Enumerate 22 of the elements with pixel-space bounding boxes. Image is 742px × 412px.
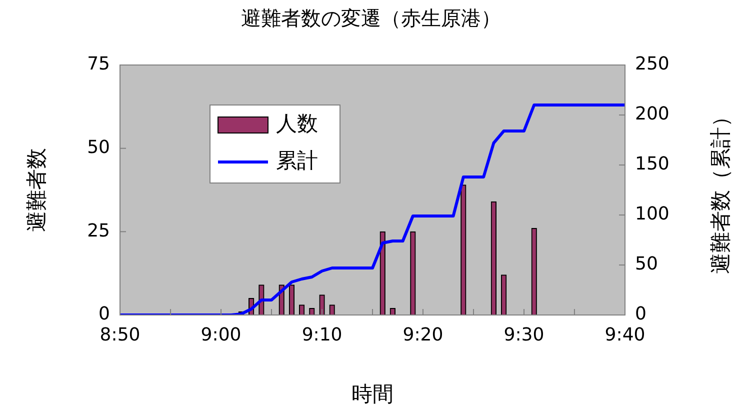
y-tick-label: 25 <box>87 220 110 242</box>
chart-title: 避難者数の変遷（赤生原港） <box>241 6 501 30</box>
y-tick-label: 0 <box>98 304 110 325</box>
y2-tick-label: 0 <box>635 304 646 325</box>
y2-tick-label: 200 <box>635 104 670 125</box>
x-tick-label: 8:50 <box>100 324 140 346</box>
y2-tick-label: 250 <box>635 54 670 75</box>
x-tick-label: 9:30 <box>504 324 544 346</box>
y2-tick-label: 100 <box>635 204 670 225</box>
x-tick-label: 9:40 <box>604 324 646 346</box>
y-axis-title: 避難者数 <box>24 148 48 232</box>
y-tick-label: 75 <box>87 54 110 75</box>
x-tick-label: 9:20 <box>402 324 444 346</box>
x-axis-title: 時間 <box>352 382 394 406</box>
y-tick-label: 50 <box>87 137 110 158</box>
y2-tick-label: 150 <box>635 154 670 175</box>
y2-axis-title: 避難者数（累計） <box>708 106 732 274</box>
legend-label: 累計 <box>276 148 318 172</box>
x-tick-label: 9:00 <box>200 324 242 346</box>
legend-label: 人数 <box>276 111 318 136</box>
x-tick-label: 9:10 <box>302 324 342 346</box>
y2-tick-label: 50 <box>635 254 658 275</box>
